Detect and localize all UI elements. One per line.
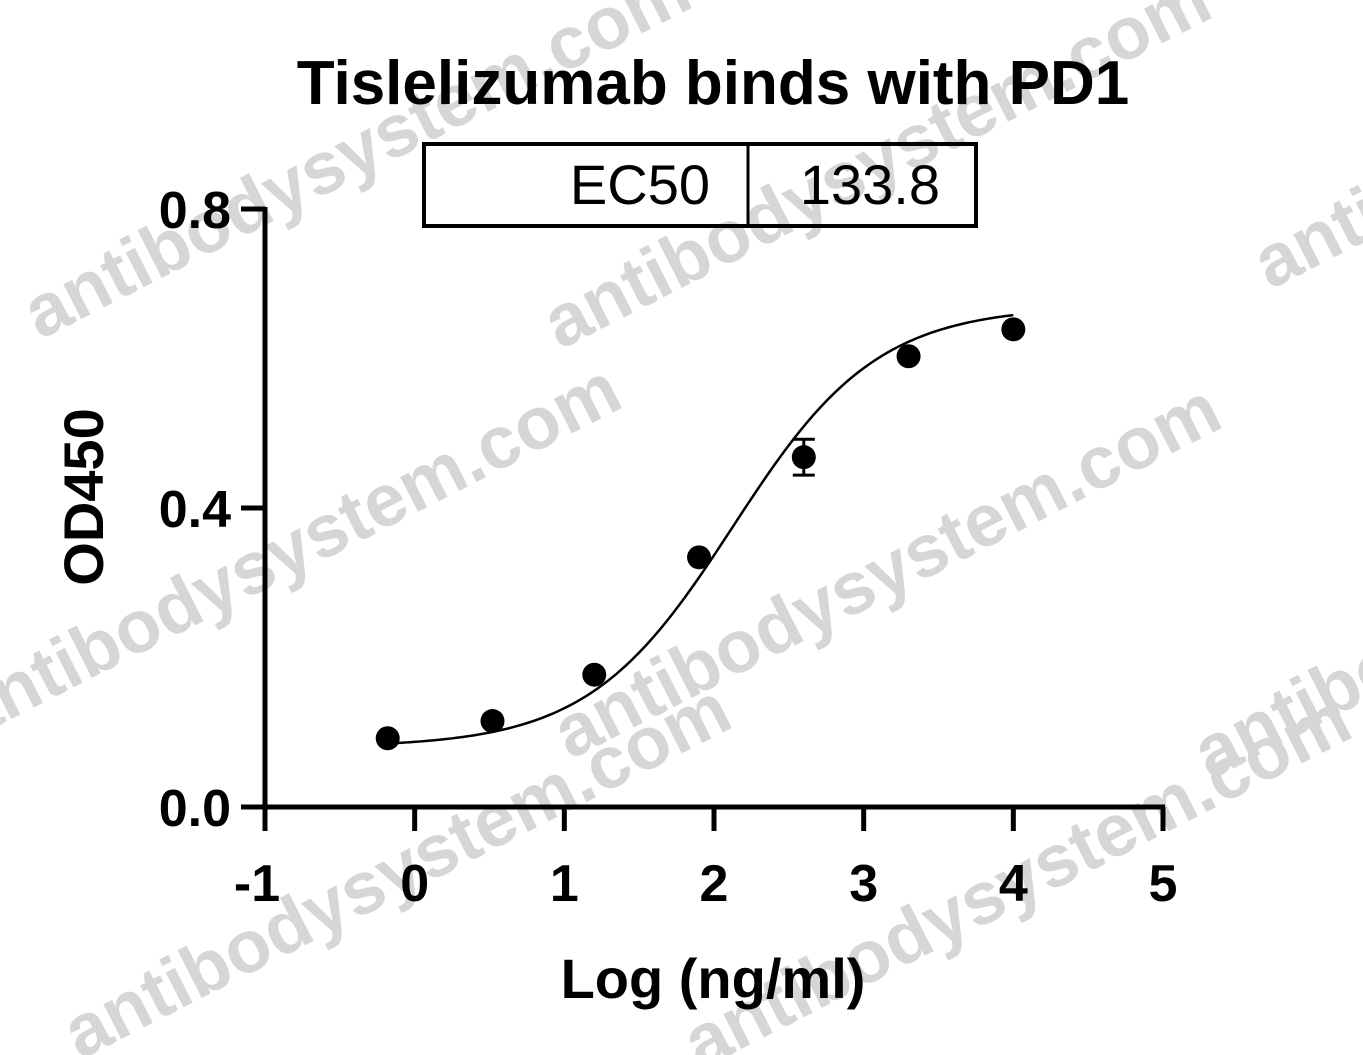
y-tick-label-0: 0.0 [159,780,231,838]
data-point-2 [582,662,607,687]
ec50-value: 133.8 [800,153,940,216]
watermark-text-2: antibodysystem.com [1240,0,1363,304]
data-point-1 [480,709,505,734]
ec50-table-border [422,142,978,228]
chart-title: Tislelizumab binds with PD1 [297,49,1130,118]
y-tick-label-1: 0.4 [159,481,231,539]
x-tick-label-6: 5 [1149,855,1178,913]
y-axis-label: OD450 [52,408,115,585]
data-points-layer [375,317,1026,751]
x-axis-label: Log (ng/ml) [561,947,866,1010]
data-point-4 [791,445,816,470]
x-tick-label-2: 1 [550,855,579,913]
x-tick-label-1: 0 [400,855,429,913]
y-tick-label-2: 0.8 [159,182,231,240]
data-point-3 [687,545,712,570]
ec50-table: EC50 133.8 [422,142,978,228]
x-tick-label-3: 2 [700,855,729,913]
axes: -1 0 1 2 3 4 5 0.0 0.4 0.8 [159,182,1178,913]
ec50-label: EC50 [570,153,710,216]
x-tick-label-5: 4 [999,855,1028,913]
data-point-5 [896,344,921,369]
data-point-6 [1001,317,1026,342]
x-tick-label-4: 3 [849,855,878,913]
x-tick-label-0: -1 [234,855,280,913]
data-point-0 [375,726,400,751]
